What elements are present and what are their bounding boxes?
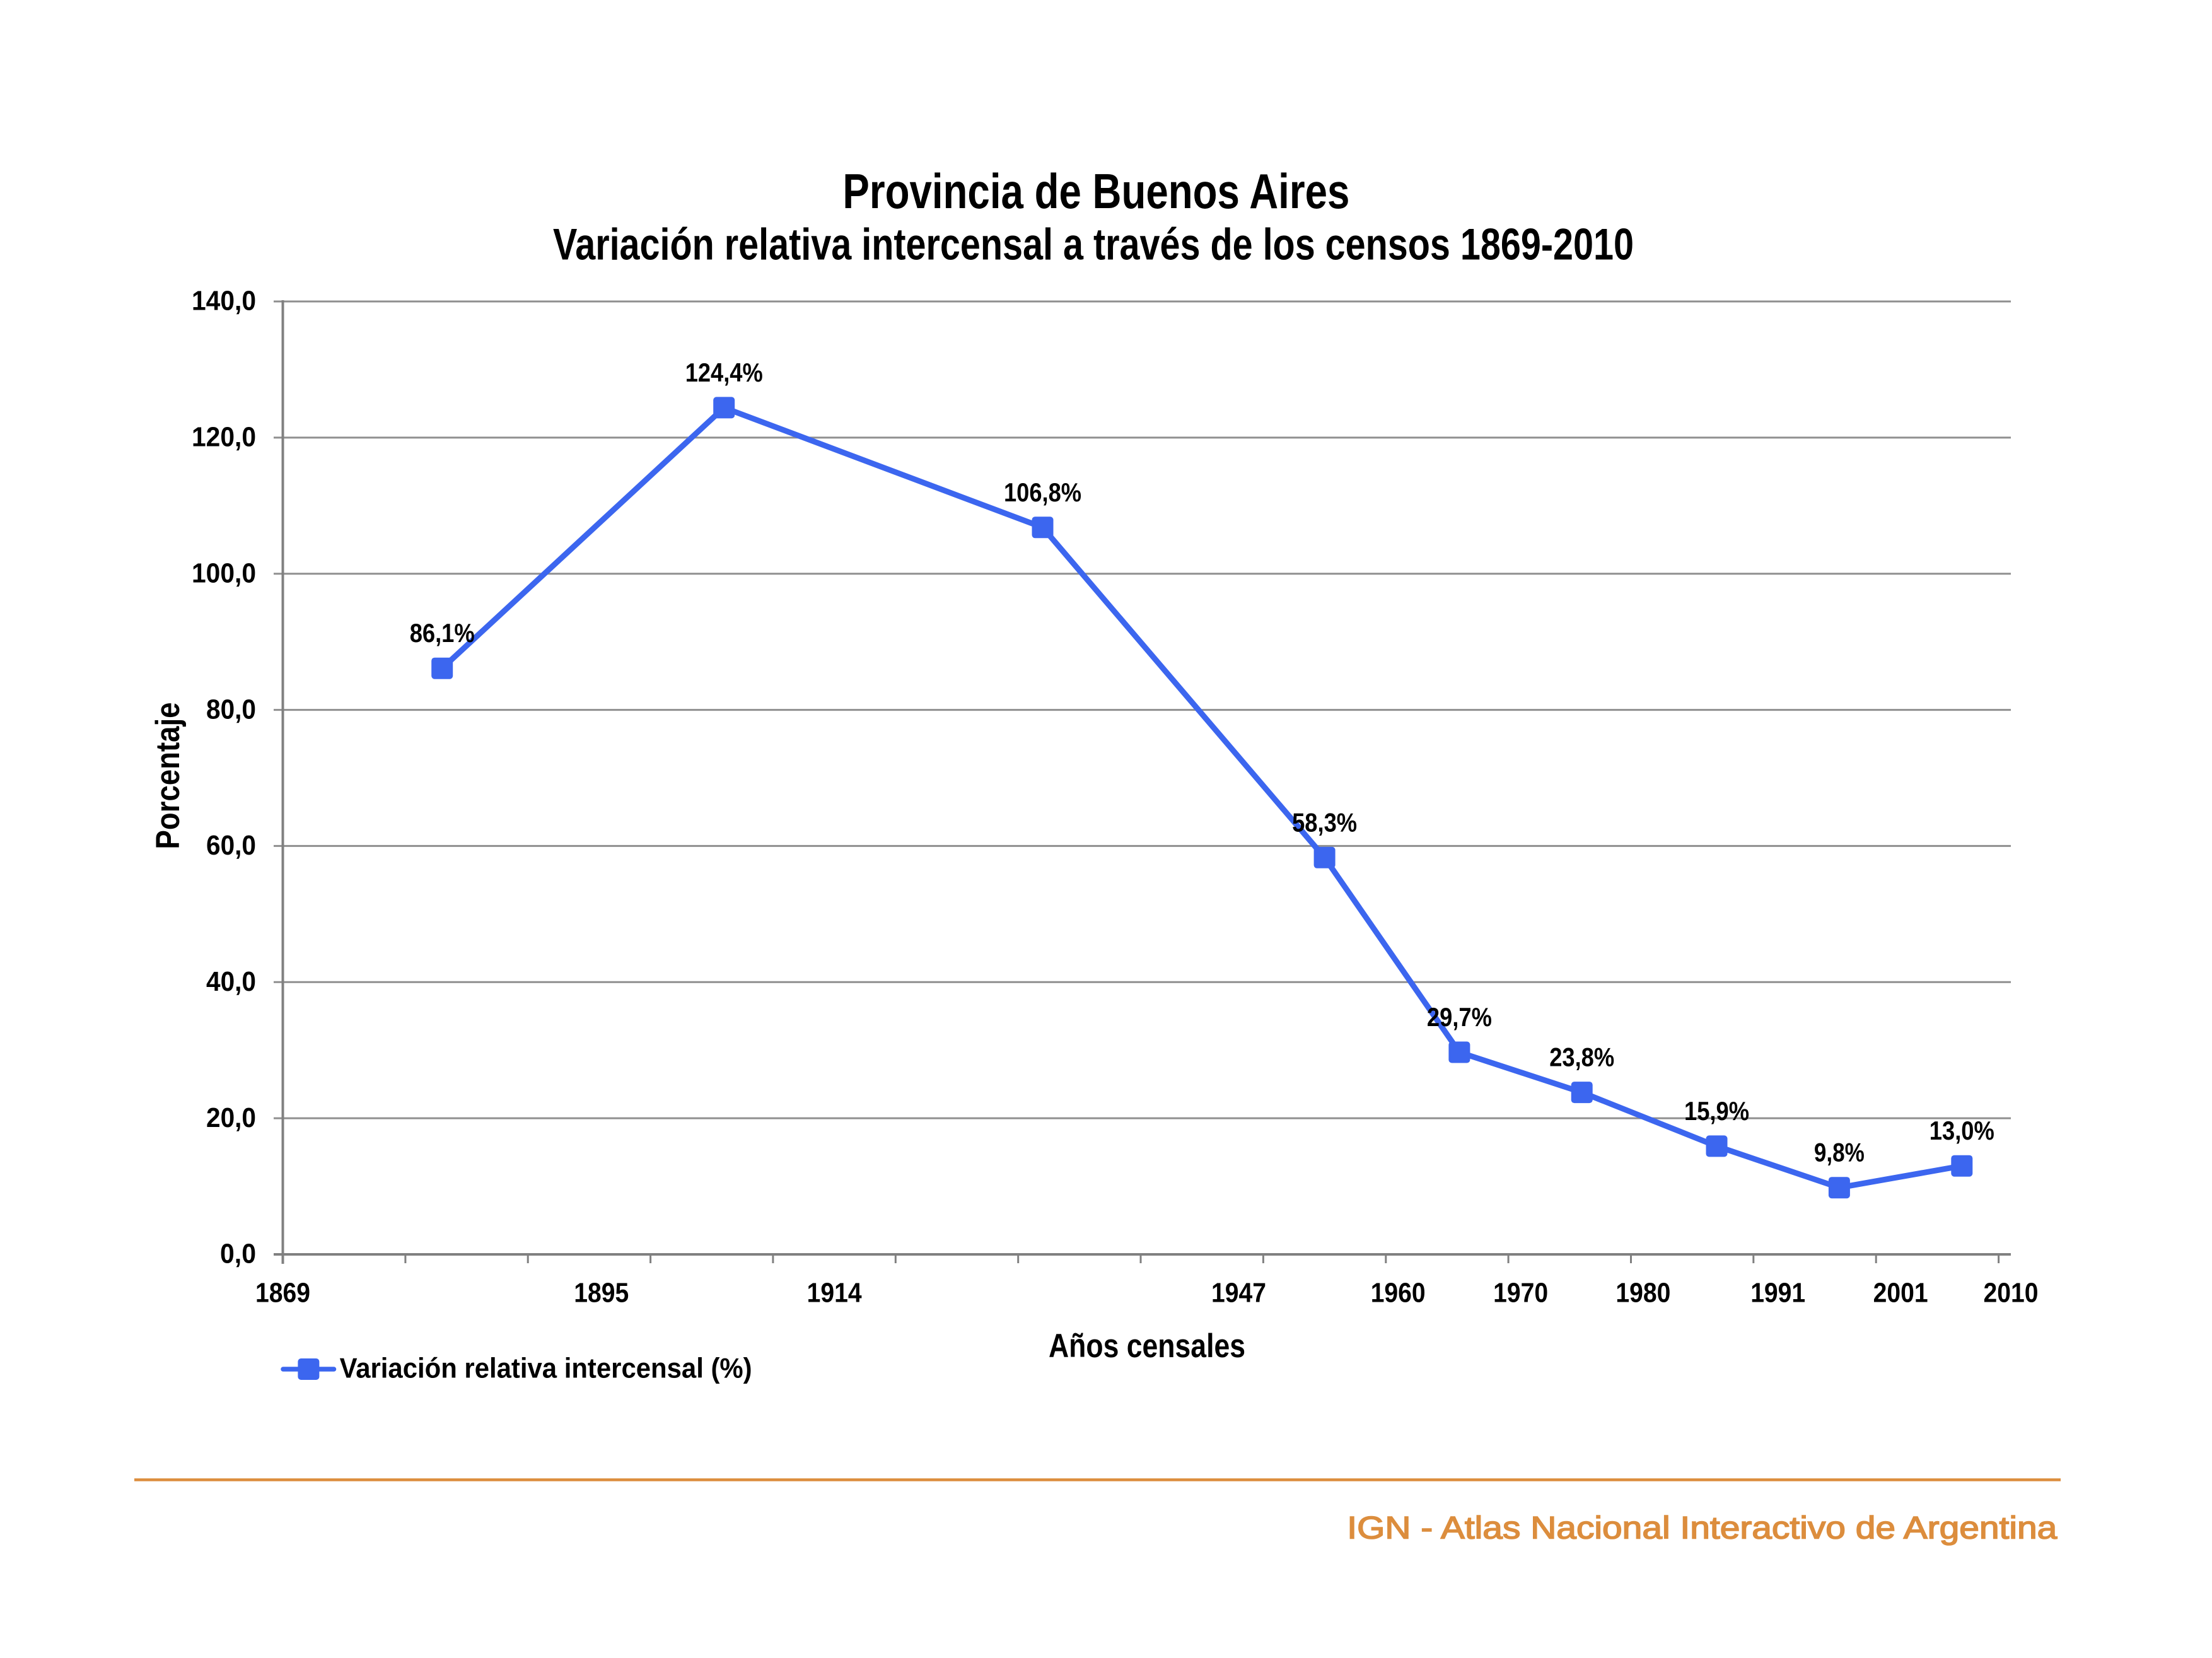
svg-text:2010: 2010 [1984,1277,2039,1308]
svg-text:60,0: 60,0 [206,830,256,861]
svg-text:Variación relativa intercensal: Variación relativa intercensal a través … [553,219,1634,269]
svg-text:1869: 1869 [255,1277,310,1308]
svg-text:1991: 1991 [1750,1277,1805,1308]
svg-text:1914: 1914 [807,1277,862,1308]
svg-text:1895: 1895 [574,1277,629,1308]
svg-text:Provincia de Buenos Aires: Provincia de Buenos Aires [842,165,1349,219]
svg-text:0,0: 0,0 [220,1239,256,1270]
svg-text:13,0%: 13,0% [1930,1116,1994,1145]
svg-text:1960: 1960 [1371,1277,1426,1308]
svg-text:2001: 2001 [1873,1277,1928,1308]
svg-text:29,7%: 29,7% [1427,1002,1492,1032]
svg-text:124,4%: 124,4% [685,358,763,387]
svg-text:Variación relativa intercensal: Variación relativa intercensal (%) [340,1353,752,1384]
svg-text:1970: 1970 [1493,1277,1548,1308]
svg-text:40,0: 40,0 [206,966,256,997]
svg-text:9,8%: 9,8% [1814,1138,1865,1167]
svg-text:100,0: 100,0 [192,558,256,588]
svg-text:1947: 1947 [1211,1277,1266,1308]
svg-text:140,0: 140,0 [192,286,256,317]
svg-text:106,8%: 106,8% [1004,477,1081,507]
svg-text:Porcentaje: Porcentaje [149,703,187,849]
svg-text:58,3%: 58,3% [1292,807,1357,837]
svg-text:120,0: 120,0 [192,422,256,453]
svg-text:23,8%: 23,8% [1549,1042,1614,1072]
svg-text:1980: 1980 [1615,1277,1670,1308]
svg-text:IGN - Atlas Nacional Interacti: IGN - Atlas Nacional Interactivo de Arge… [1347,1510,2057,1546]
svg-text:Años censales: Años censales [1049,1328,1245,1365]
svg-text:20,0: 20,0 [206,1102,256,1133]
svg-text:86,1%: 86,1% [410,618,475,648]
svg-text:15,9%: 15,9% [1684,1096,1749,1126]
svg-text:80,0: 80,0 [206,694,256,725]
